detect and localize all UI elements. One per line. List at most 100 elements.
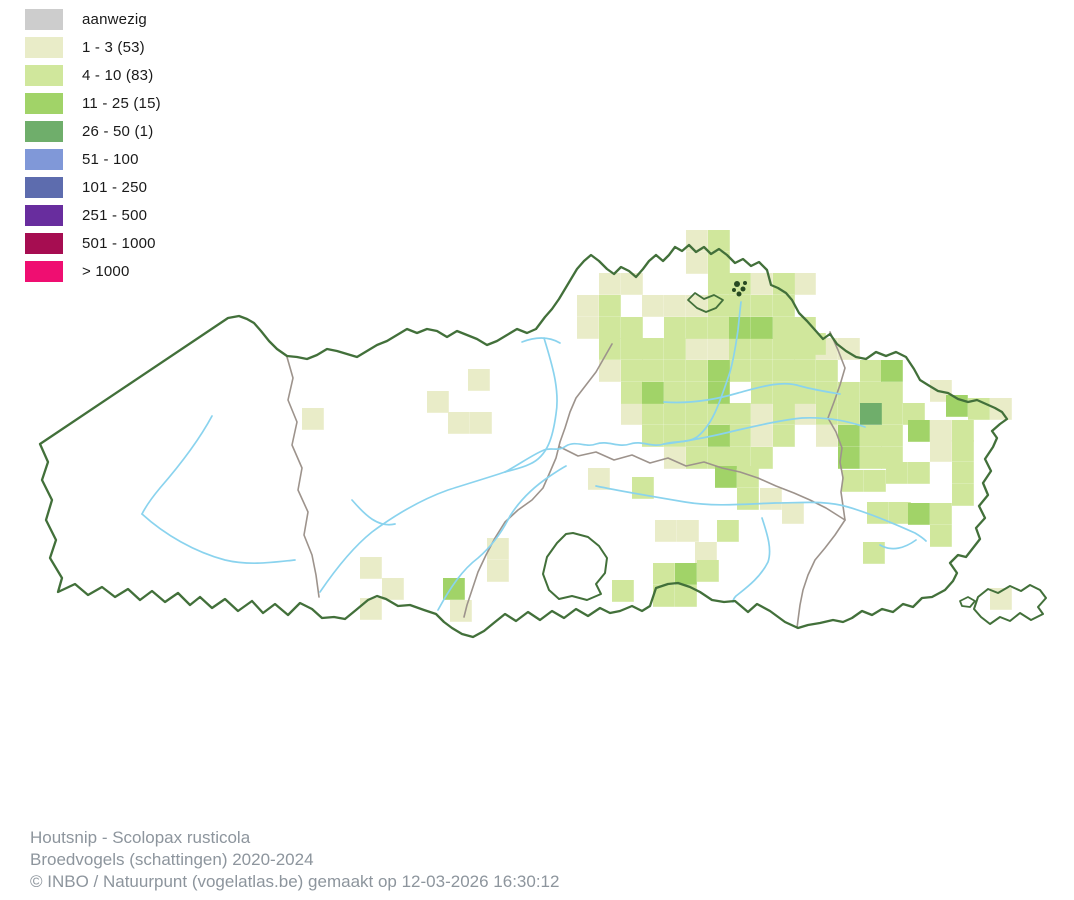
grid-cell: [903, 403, 925, 425]
grid-cell: [816, 360, 838, 382]
grid-cell: [621, 360, 643, 382]
river: [595, 485, 927, 542]
river: [504, 337, 558, 473]
grid-cell: [443, 578, 465, 600]
grid-cell: [751, 317, 773, 339]
river: [141, 415, 213, 515]
grid-cells: [302, 230, 1012, 622]
legend-item: 51 - 100: [25, 145, 161, 173]
grid-cell: [642, 382, 664, 404]
grid-cell: [708, 230, 730, 252]
voeren-exclave-outline: [959, 596, 976, 608]
grid-cell: [655, 520, 677, 542]
grid-cell: [816, 425, 838, 447]
grid-cell: [729, 447, 751, 469]
grid-cell: [930, 525, 952, 547]
grid-cell: [686, 338, 708, 360]
grid-cell: [881, 425, 903, 447]
grid-cell: [360, 598, 382, 620]
grid-cell: [908, 420, 930, 442]
grid-cell: [881, 360, 903, 382]
legend-swatch: [25, 148, 63, 170]
river: [141, 513, 296, 564]
grid-cell: [675, 563, 697, 585]
grid-cell: [695, 542, 717, 564]
river: [663, 416, 866, 445]
grid-cell: [952, 420, 974, 442]
grid-cell: [751, 273, 773, 295]
grid-cell: [729, 317, 751, 339]
grid-cell: [621, 403, 643, 425]
grid-cell: [664, 295, 686, 317]
grid-cell: [302, 408, 324, 430]
grid-cell: [773, 382, 795, 404]
grid-cell: [664, 338, 686, 360]
grid-cell: [751, 295, 773, 317]
legend-swatch: [25, 260, 63, 282]
grid-cell: [838, 425, 860, 447]
legend-label: aanwezig: [82, 10, 147, 28]
grid-cell: [867, 502, 889, 524]
flanders-outline: [38, 243, 1009, 639]
grid-cell: [729, 403, 751, 425]
grid-cell: [816, 382, 838, 404]
grid-cell: [804, 333, 826, 355]
grid-cell: [838, 338, 860, 360]
grid-cell: [664, 382, 686, 404]
grid-cell: [686, 317, 708, 339]
grid-cell: [686, 447, 708, 469]
grid-cell: [773, 338, 795, 360]
grid-cell: [860, 425, 882, 447]
grid-cell: [881, 382, 903, 404]
river: [732, 517, 771, 603]
grid-cell: [677, 520, 699, 542]
province-border: [286, 356, 320, 598]
grid-cell: [751, 403, 773, 425]
legend-label: 251 - 500: [82, 206, 148, 224]
grid-cell: [737, 488, 759, 510]
province-border: [796, 519, 846, 629]
grid-cell: [751, 360, 773, 382]
city-marker-dot: [740, 286, 746, 292]
legend-label: 51 - 100: [82, 150, 139, 168]
legend-item: 4 - 10 (83): [25, 61, 161, 89]
grid-cell: [717, 520, 739, 542]
province-border: [827, 331, 846, 521]
province-border: [463, 343, 613, 618]
grid-cell: [760, 488, 782, 510]
city-marker-dot: [736, 291, 742, 297]
grid-cell: [863, 542, 885, 564]
grid-cell: [360, 557, 382, 579]
brussels-enclave-outline: [542, 532, 608, 601]
grid-cell: [860, 360, 882, 382]
grid-cell: [773, 317, 795, 339]
grid-cell: [642, 338, 664, 360]
river: [663, 382, 841, 404]
legend-swatch: [25, 64, 63, 86]
grid-cell: [715, 466, 737, 488]
grid-cell: [708, 252, 730, 274]
grid-cell: [621, 317, 643, 339]
grid-cell: [577, 317, 599, 339]
grid-cell: [794, 403, 816, 425]
grid-cell: [642, 360, 664, 382]
grid-cell: [773, 295, 795, 317]
grid-cell: [952, 462, 974, 484]
grid-cell: [773, 360, 795, 382]
grid-cell: [448, 412, 470, 434]
grid-cell: [487, 538, 509, 560]
grid-cell: [642, 425, 664, 447]
grid-cell: [664, 317, 686, 339]
grid-cell: [697, 560, 719, 582]
grid-cell: [621, 273, 643, 295]
province-border: [559, 446, 846, 521]
grid-cell: [751, 338, 773, 360]
grid-cell: [470, 412, 492, 434]
legend-label: 101 - 250: [82, 178, 148, 196]
legend-swatch: [25, 92, 63, 114]
grid-cell: [860, 447, 882, 469]
grid-cell: [427, 391, 449, 413]
legend-label: 26 - 50 (1): [82, 122, 154, 140]
grid-cell: [930, 420, 952, 442]
grid-cell: [773, 425, 795, 447]
